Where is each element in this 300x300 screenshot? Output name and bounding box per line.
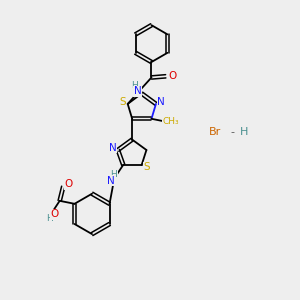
Text: O: O <box>168 71 176 81</box>
Text: H: H <box>110 170 117 179</box>
Text: O: O <box>50 209 59 220</box>
Text: H: H <box>239 127 248 137</box>
Text: O: O <box>65 179 73 190</box>
Text: Br: Br <box>209 127 221 137</box>
Text: S: S <box>119 97 126 107</box>
Text: -: - <box>231 127 235 137</box>
Text: N: N <box>109 142 116 153</box>
Text: N: N <box>134 86 142 96</box>
Text: N: N <box>157 97 165 107</box>
Text: H: H <box>46 214 52 223</box>
Text: CH₃: CH₃ <box>162 117 179 126</box>
Text: N: N <box>107 176 115 186</box>
Text: S: S <box>143 162 150 172</box>
Text: H: H <box>131 81 138 90</box>
